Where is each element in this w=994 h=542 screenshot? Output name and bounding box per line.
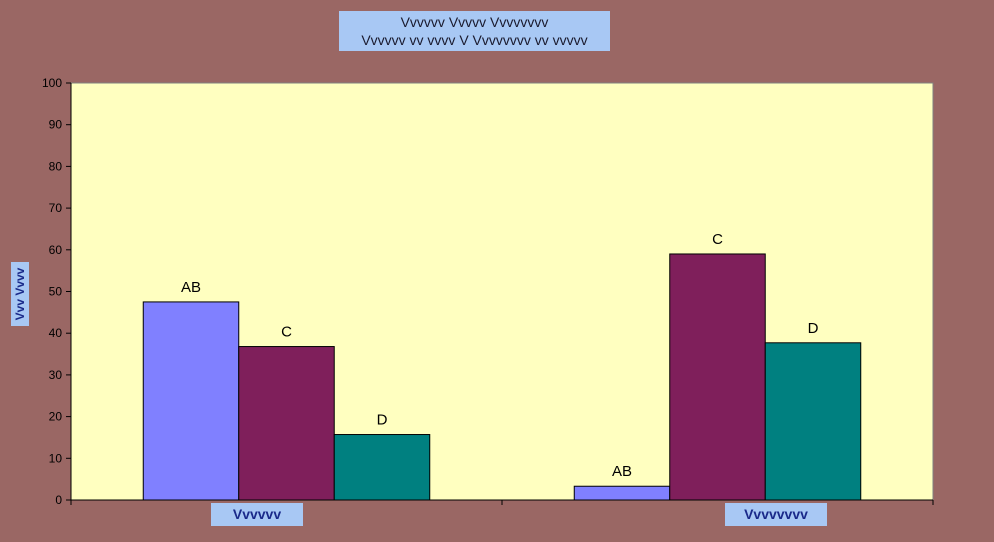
y-tick-label-1: 10 xyxy=(49,451,63,465)
y-tick-label-9: 90 xyxy=(49,118,63,132)
y-tick-label-0: 0 xyxy=(55,493,62,507)
bar-AB-0 xyxy=(142,301,240,501)
y-tick-label-5: 50 xyxy=(49,285,63,299)
bar-C-0 xyxy=(238,346,335,501)
category-label-1: Vvvvvvvv xyxy=(725,503,827,526)
bar-label-AB-1: AB xyxy=(612,463,632,480)
bar-label-AB-0: AB xyxy=(181,279,201,296)
bar-label-C-0: C xyxy=(281,324,292,341)
y-tick-label-4: 40 xyxy=(49,326,63,340)
chart-title: Vvvvvv Vvvvv Vvvvvvvv xyxy=(400,14,549,30)
y-tick-label-7: 70 xyxy=(49,201,63,215)
y-tick-label-6: 60 xyxy=(49,243,63,257)
chart-subtitle: Vvvvvv vv vvvv V Vvvvvvvv vv vvvvv xyxy=(361,32,588,48)
bar-D-1 xyxy=(764,342,862,501)
bar-label-D-1: D xyxy=(808,320,819,337)
bar-label-D-0: D xyxy=(377,412,388,429)
y-tick-label-8: 80 xyxy=(49,159,63,173)
y-axis-label: Vvv Vvvv xyxy=(13,267,27,321)
category-label-0: Vvvvvv xyxy=(211,503,303,526)
bar-C-1 xyxy=(669,253,766,501)
bar-D-0 xyxy=(333,434,431,501)
y-tick-label-3: 30 xyxy=(49,368,63,382)
y-tick-label-10: 100 xyxy=(42,76,62,90)
y-axis-label-box xyxy=(11,262,29,326)
y-tick-label-2: 20 xyxy=(49,410,63,424)
bar-label-C-1: C xyxy=(712,231,723,248)
chart-title-box: Vvvvvv Vvvvv Vvvvvvvv Vvvvvv vv vvvv V V… xyxy=(339,11,610,51)
bar-AB-1 xyxy=(573,485,671,501)
